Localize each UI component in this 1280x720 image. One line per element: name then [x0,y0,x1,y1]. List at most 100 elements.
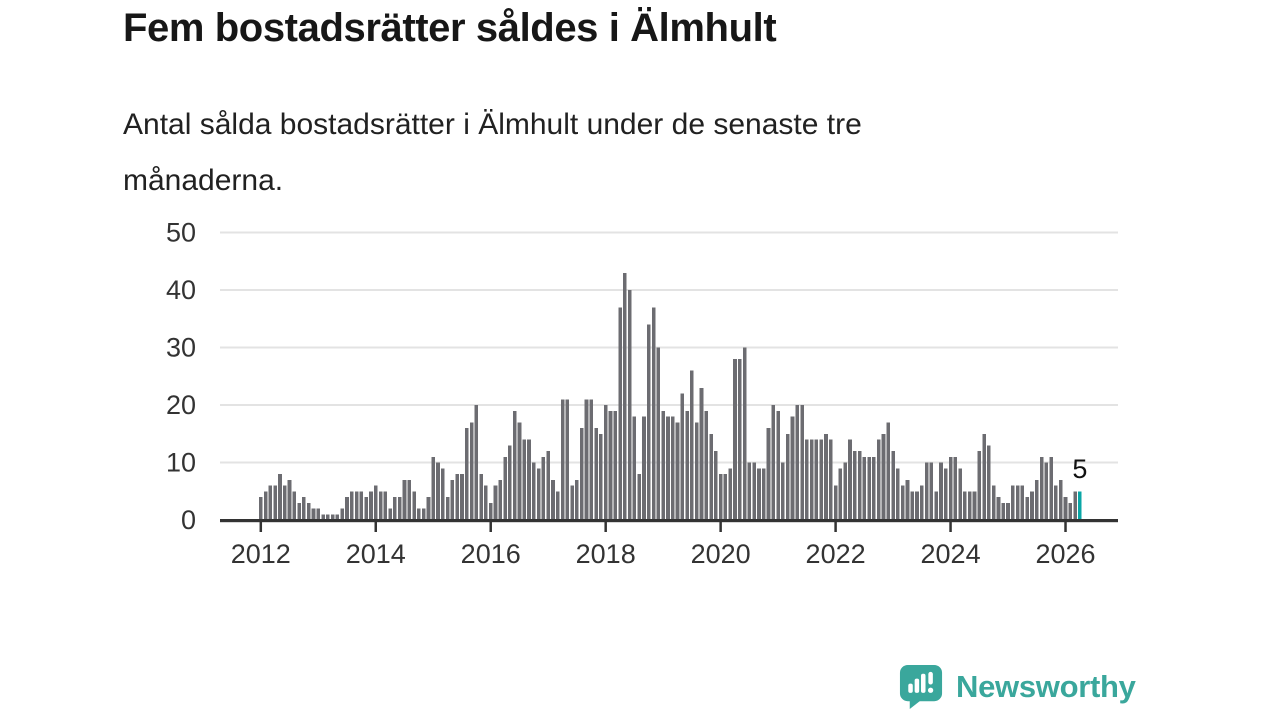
bar [728,468,733,520]
bar [1006,502,1010,520]
bar [397,497,402,520]
bar [512,410,517,520]
bar [920,485,924,520]
bar [311,508,316,520]
bar [872,456,876,520]
bar [939,462,943,520]
bar [273,485,277,520]
bar [618,307,622,520]
bar [848,439,852,520]
bar [488,502,493,520]
bar [555,491,560,520]
bar [278,474,282,520]
bar [766,428,771,520]
bar [977,451,982,520]
bar [302,497,306,520]
bar [522,439,527,520]
bar [1015,485,1020,520]
bar [460,474,464,520]
y-axis-label: 10 [166,448,196,478]
bar [402,479,407,520]
bar [263,491,268,520]
bar [1049,456,1053,520]
bar [723,474,728,520]
chart-title: Fem bostadsrätter såldes i Älmhult [123,6,777,50]
bar [594,428,598,520]
bar [709,433,713,520]
x-axis-label: 2020 [691,539,751,569]
bar [824,433,828,520]
bar [963,491,967,520]
bar [359,491,364,520]
x-axis-label: 2014 [346,539,406,569]
bar [436,462,440,520]
bar [646,324,651,520]
bar [579,428,584,520]
bar [1001,502,1006,520]
bar [1034,479,1039,520]
newsworthy-logo: Newsworthy [898,663,1136,710]
bar [852,451,857,520]
bar [1073,491,1077,520]
bar [987,445,991,520]
bar [292,491,297,520]
y-axis-label: 20 [166,390,196,420]
bar [785,433,790,520]
bar [508,445,512,520]
bar [613,410,618,520]
bar [747,462,752,520]
bar [623,272,627,520]
bar [675,422,680,520]
bar [900,485,905,520]
bar [364,497,368,520]
bar [742,347,747,520]
bar [972,491,977,520]
bar [1068,502,1073,520]
bar [924,462,929,520]
bar [330,514,335,520]
bar [335,514,340,520]
bar [350,491,354,520]
bar [321,514,325,520]
bar [565,399,570,520]
bar [1058,479,1063,520]
bar [733,359,737,520]
bar [661,410,665,520]
bar [680,393,685,520]
bar [771,405,776,520]
bar [876,439,881,520]
bar [991,485,996,520]
bar [814,439,819,520]
bar [819,439,824,520]
bar [790,416,795,520]
bar [651,307,656,520]
bar [948,456,953,520]
bar [1020,485,1025,520]
bar [642,416,646,520]
bar [967,491,972,520]
bar [910,491,915,520]
bar [297,502,301,520]
bar [441,468,445,520]
bar [699,387,704,520]
bar [584,399,589,520]
bar [469,422,474,520]
bar [421,508,426,520]
chart-subtitle: Antal sålda bostadsrätter i Älmhult unde… [123,97,862,209]
bar [776,410,780,520]
bar [781,462,785,520]
bar [685,410,689,520]
chart-speech-bubble-icon [899,664,943,710]
y-axis-label: 50 [166,218,196,248]
bar [259,497,263,520]
bar [316,508,321,520]
newsworthy-wordmark: Newsworthy [956,668,1136,704]
bar [896,468,900,520]
bar [1044,462,1049,520]
bar [445,497,450,520]
bar [943,468,948,520]
bar [599,433,603,520]
bar [340,508,345,520]
bar [373,485,378,520]
